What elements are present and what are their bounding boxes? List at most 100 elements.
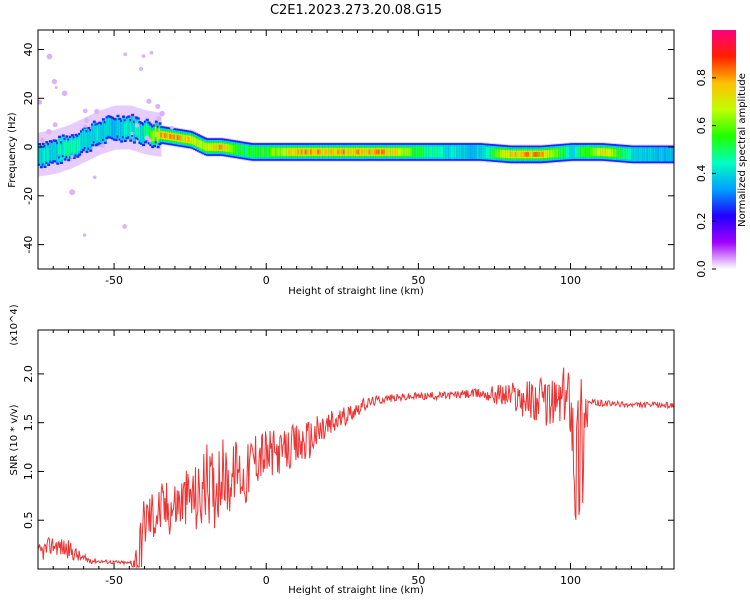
spectrogram-cell [596,148,600,156]
spectrogram-cell [591,148,595,156]
spectrogram-cell [514,151,518,157]
spectrogram-cell [671,147,674,162]
snr-ytick-label: 1.5 [22,414,35,432]
spectrogram-cell [43,149,47,164]
spectrogram-cell [213,144,217,150]
spectrogram-cell [520,151,524,157]
spectrogram-ticks: -50 0 50 100 -40 -20 0 20 40 [22,30,674,287]
spectrogram-cell [600,149,604,155]
spectrogram-cell [98,123,102,143]
spectrogram-cell [545,150,549,158]
spectrogram-cell [76,139,80,154]
spectrogram-cell [437,146,441,158]
spectrogram-cell [399,148,403,156]
spectrogram-cell [116,116,120,136]
spectrogram-cell [226,145,230,151]
spectrogram-cell [361,149,365,155]
spectrogram-cell [321,149,325,155]
spectrogram-cell [310,149,314,155]
spectrogram-cell [459,144,463,160]
spectrogram-cell [293,149,297,155]
spectrogram-cell [129,123,133,138]
figure-title: C2E1.2023.273.20.08.G15 [270,3,442,18]
spectrogram-cell [541,151,545,157]
spectrogram-cell [415,146,419,158]
spectrogram-speckle [82,233,87,237]
spectrogram-cell [629,148,633,160]
spectrogram-cell [594,148,598,156]
spectrogram-cell [341,149,345,155]
spectrogram-cell [38,145,41,164]
colorbar-tick-label: 0.4 [695,165,708,183]
spectrogram-cell [664,147,668,162]
spectrogram-cell [118,120,122,139]
spectrogram-cell [204,142,208,151]
spectrogram-cell [454,146,458,158]
snr-plot-area [38,367,674,569]
spectrogram-panel: -50 0 50 100 -40 -20 0 20 40 Height of straight … [7,29,675,297]
spectrogram-cell [72,140,76,155]
spectrogram-cell [523,151,527,157]
spectrogram-speckle [46,53,53,60]
spectrogram-cell [94,125,98,145]
spectrogram-cell [635,147,639,162]
spectrogram-cell [432,146,436,158]
spectrogram-speckle [138,66,144,72]
spectrogram-cell [554,149,558,158]
spectrogram-xtick-label: 50 [411,274,425,287]
spectrogram-frame [37,29,675,270]
spectrogram-cell [143,124,147,139]
spectrogram-cell [231,144,235,153]
spectrogram-cell [125,120,129,135]
spectrogram-cell [578,146,582,158]
spectrogram-cell [633,147,637,162]
spectrogram-cell [439,146,443,158]
spectrogram-cell [74,138,78,153]
spectrogram-cell [368,149,372,155]
spectrogram-cell [403,148,407,156]
spectrogram-cell [105,118,109,137]
spectrogram-cell [233,145,237,154]
spectrogram-cell [308,149,312,155]
spectrogram-cell [518,151,522,157]
spectrogram-cell [173,134,177,140]
spectrogram-cell [552,149,556,158]
spectrogram-cell [375,149,379,155]
spectrogram-ytick-label: 0 [22,144,35,151]
spectrogram-cell [388,149,392,155]
spectrogram-cell [262,148,266,156]
snr-panel: -50 0 50 100 0.5 1.0 1.5 2.0 Height of straight… [9,304,675,596]
spectrogram-cell [563,147,567,158]
spectrogram-cell [229,144,233,153]
spectrogram-cell [496,149,500,158]
spectrogram-cell [87,129,91,148]
spectrogram-cell [291,148,295,156]
spectrogram-cell [605,148,609,157]
spectrogram-cell [153,130,157,141]
spectrogram-cell [67,142,71,157]
snr-scale-label: (x10^4) [9,304,20,345]
spectrogram-cell [488,147,492,159]
spectrogram-plot-area [38,50,674,237]
spectrogram-cell [580,146,584,158]
spectrogram-cell [196,139,200,147]
spectrogram-cell [85,132,89,151]
spectrogram-cell [666,147,670,162]
spectrogram-cell [269,148,273,156]
spectrogram-cell [180,135,184,141]
spectrogram-cell [587,146,591,158]
spectrogram-cell [461,144,465,160]
spectrogram-speckle [100,143,106,149]
spectrogram-cell [326,149,330,155]
spectrogram-cell [100,124,104,143]
spectrogram-cell [348,149,352,155]
spectrogram-speckle [122,224,127,229]
spectrogram-xtick-label: 0 [263,274,270,287]
spectrogram-cell [81,130,85,150]
spectrogram-cell [364,149,368,155]
snr-ytick-label: 0.5 [22,511,35,529]
spectrogram-ytick-label: 40 [22,43,35,57]
spectrogram-cell [279,148,283,156]
spectrogram-cell [205,143,209,151]
snr-ytick-label: 1.0 [22,463,35,481]
